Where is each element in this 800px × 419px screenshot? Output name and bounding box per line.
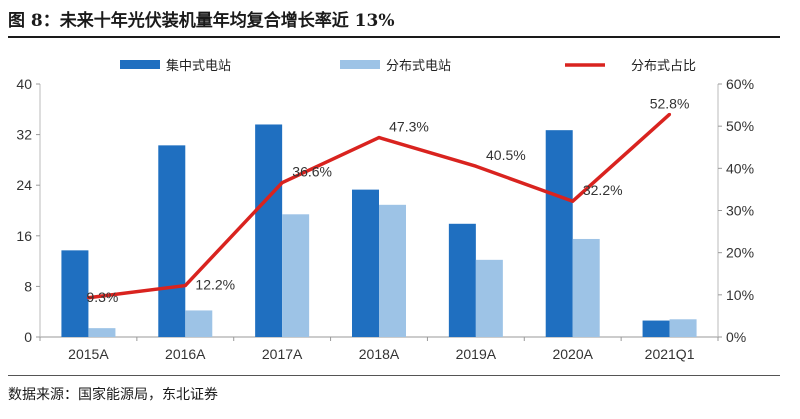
y-right-tick-label: 20%: [726, 245, 754, 261]
y-right-tick-label: 10%: [726, 287, 754, 303]
bar-distributed: [669, 319, 697, 337]
x-tick-label: 2018A: [359, 346, 400, 362]
line-data-label: 52.8%: [650, 95, 690, 111]
y-right-tick-label: 30%: [726, 203, 754, 219]
figure-title: 图 8：未来十年光伏装机量年均复合增长率近 13%: [8, 11, 395, 31]
line-point: [183, 284, 187, 288]
y-right-tick-label: 50%: [726, 118, 754, 134]
y-left-tick-label: 24: [16, 177, 32, 193]
legend-centralized-label: 集中式电站: [166, 58, 231, 73]
bar-distributed: [185, 310, 213, 337]
x-tick-label: 2021Q1: [645, 346, 695, 362]
source-divider: [8, 375, 780, 376]
line-data-label: 32.2%: [583, 182, 623, 198]
bar-distributed: [379, 204, 406, 337]
line-point: [86, 296, 90, 300]
bar-distributed: [475, 259, 503, 337]
line-point: [377, 136, 381, 140]
line-point: [280, 181, 284, 185]
line-data-label: 9.3%: [86, 289, 118, 305]
bar-centralized: [642, 320, 670, 337]
x-tick-label: 2019A: [456, 346, 497, 362]
legend-distributed-label: 分布式电站: [386, 58, 451, 73]
x-tick-label: 2015A: [68, 346, 109, 362]
legend-distributed-swatch: [340, 60, 380, 69]
bar-distributed: [282, 214, 310, 337]
legend-share-label: 分布式占比: [631, 58, 696, 73]
line-data-label: 36.6%: [292, 164, 332, 180]
figure-source: 数据来源：国家能源局，东北证券: [8, 387, 218, 403]
x-tick-label: 2020A: [552, 346, 593, 362]
bar-line-chart: 0 8 16 24 32 40 0% 10% 20% 30% 40% 50% 60% 2015A 2016A…: [16, 58, 754, 362]
line-data-label: 40.5%: [486, 147, 526, 163]
y-right-tick-label: 60%: [726, 76, 754, 92]
bar-centralized: [352, 189, 379, 337]
bar-centralized: [61, 250, 89, 337]
y-left-tick-label: 0: [24, 329, 32, 345]
bar-centralized: [158, 145, 186, 337]
bar-distributed: [572, 238, 600, 337]
y-left-tick-label: 16: [16, 228, 32, 244]
bar-centralized: [255, 124, 283, 337]
y-right-tick-label: 40%: [726, 160, 754, 176]
line-point: [668, 112, 672, 116]
line-point: [474, 164, 478, 168]
x-tick-label: 2017A: [262, 346, 303, 362]
line-data-label: 47.3%: [389, 119, 429, 135]
x-tick-label: 2016A: [165, 346, 206, 362]
y-left-tick-label: 8: [24, 278, 32, 294]
bar-centralized: [448, 223, 476, 337]
legend-centralized-swatch: [120, 60, 160, 69]
y-left-tick-label: 40: [16, 76, 32, 92]
title-divider: [8, 36, 780, 38]
bar-distributed: [88, 328, 116, 337]
bar-centralized: [545, 130, 573, 337]
y-right-tick-label: 0%: [726, 329, 746, 345]
y-left-tick-label: 32: [16, 127, 32, 143]
line-point: [571, 199, 575, 203]
line-data-label: 12.2%: [195, 277, 235, 293]
